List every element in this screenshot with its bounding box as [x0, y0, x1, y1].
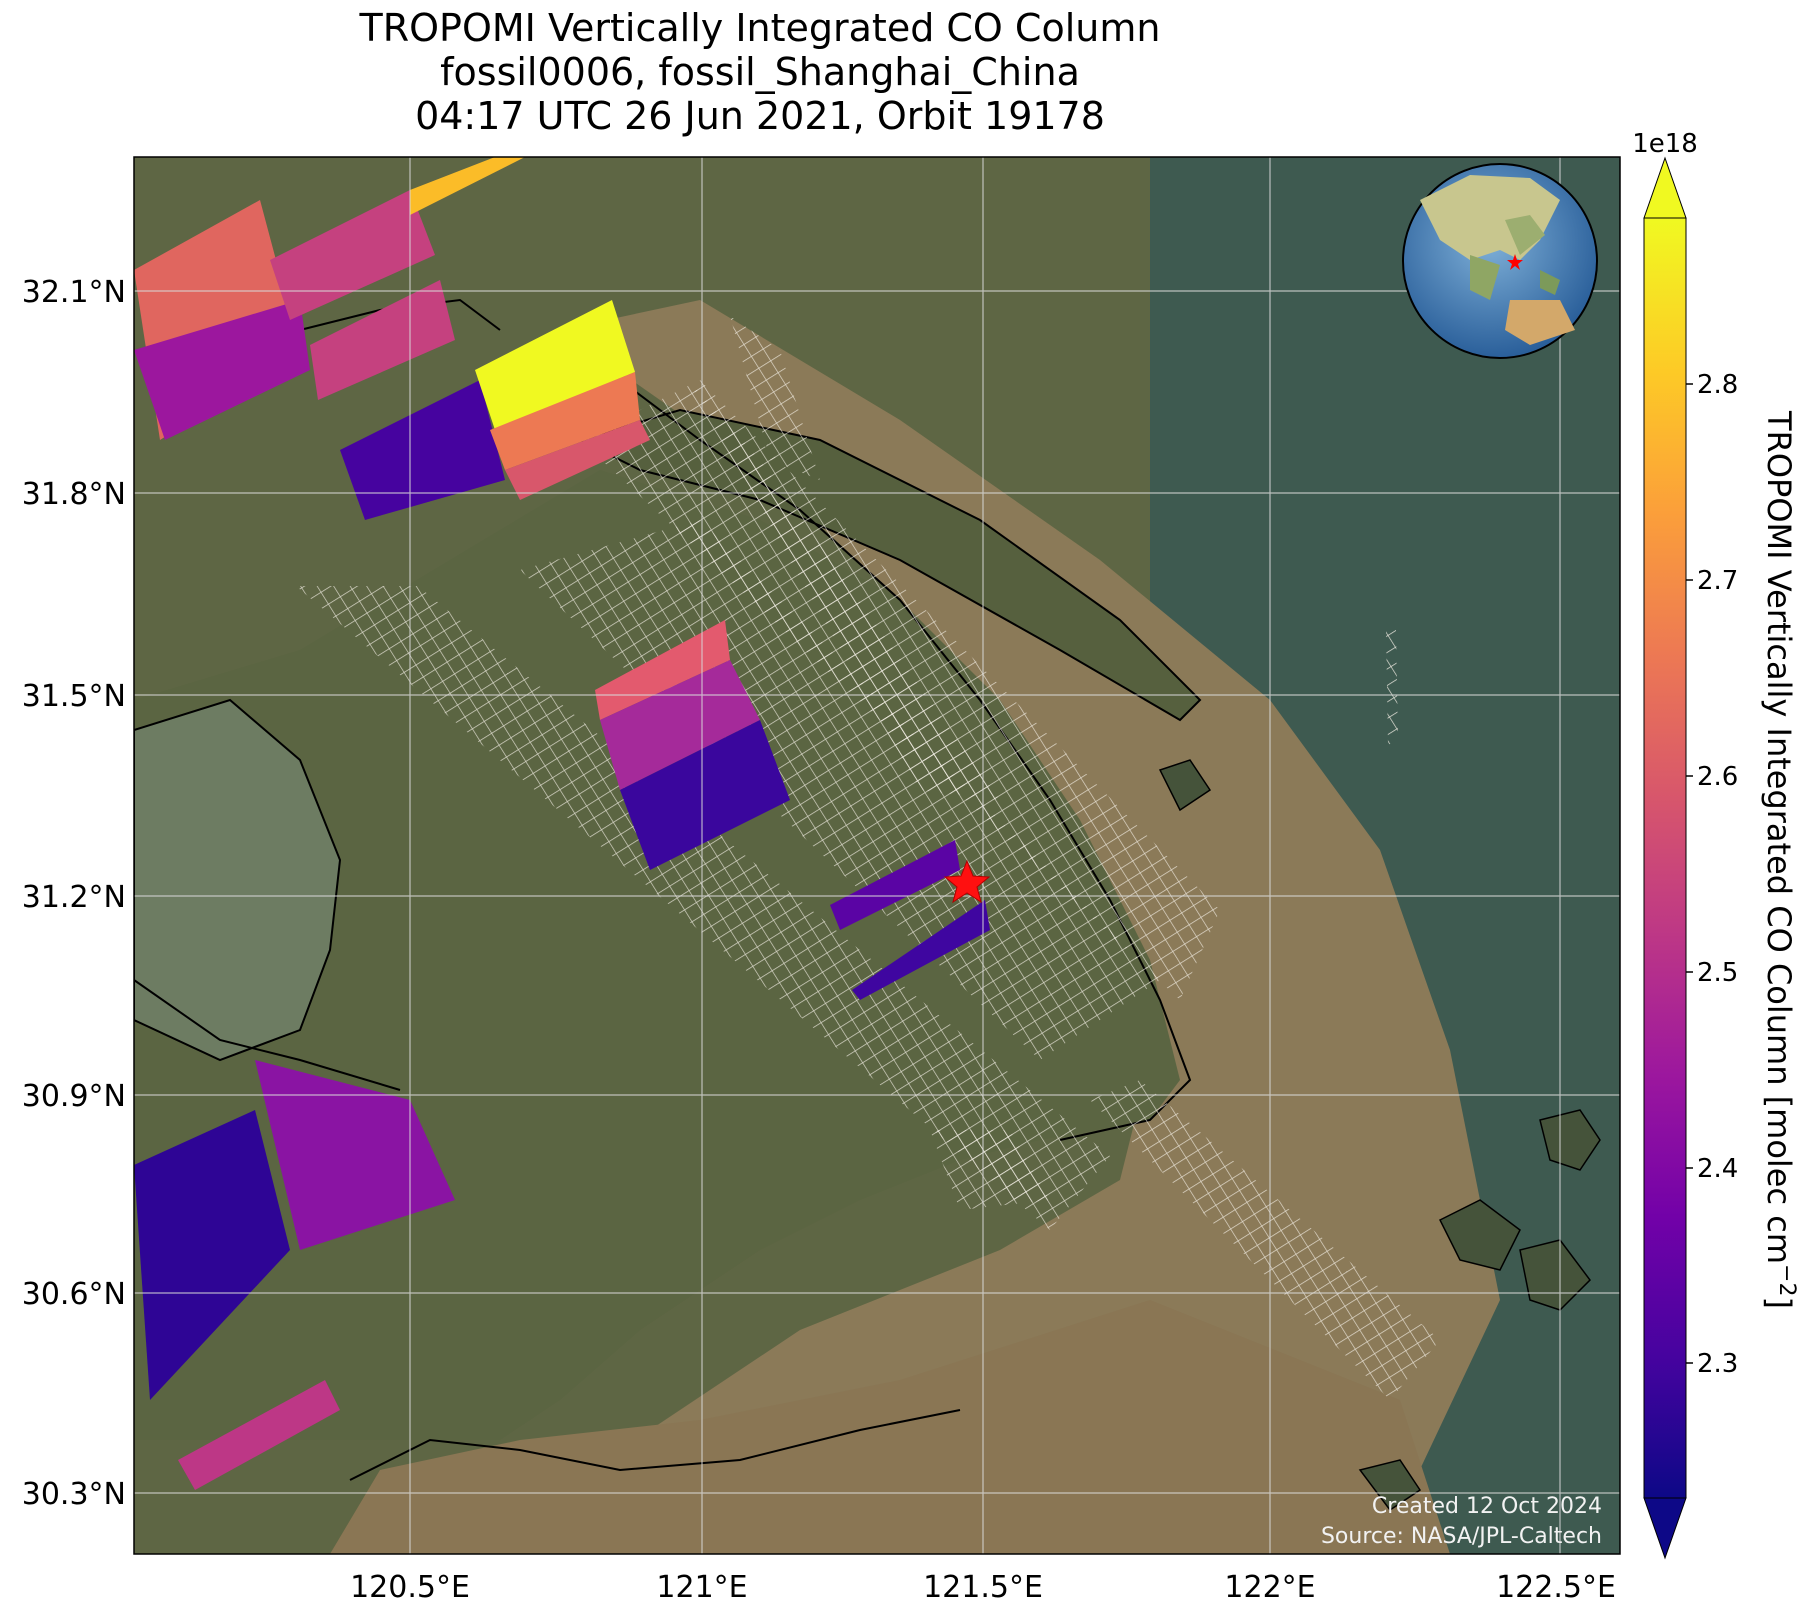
source-credit: Source: NASA/JPL-Caltech	[1321, 1524, 1602, 1549]
lat-tick: 32.1°N	[22, 275, 126, 310]
globe-star-icon	[1507, 254, 1523, 270]
lon-tick: 122°E	[1224, 1570, 1315, 1605]
lon-tick: 121.5°E	[923, 1570, 1043, 1605]
map-gridlines	[134, 157, 1620, 1554]
inset-globe	[1402, 163, 1598, 359]
lon-tick: 120.5°E	[350, 1570, 470, 1605]
lat-tick: 31.2°N	[22, 880, 126, 915]
lat-tick: 30.6°N	[22, 1277, 126, 1312]
colorbar-tick: 2.8	[1697, 370, 1738, 400]
colorbar-tick: 2.5	[1697, 958, 1738, 988]
colorbar-tick: 2.6	[1697, 762, 1738, 792]
lat-tick: 30.9°N	[22, 1079, 126, 1114]
colorbar-tick: 2.3	[1697, 1349, 1738, 1379]
map-frame	[133, 156, 1621, 1555]
colorbar-multiplier: 1e18	[1632, 129, 1698, 159]
lon-tick: 122.5°E	[1496, 1570, 1616, 1605]
lat-tick: 31.8°N	[22, 477, 126, 512]
title-line-2: fossil0006, fossil_Shanghai_China	[440, 50, 1080, 94]
lat-tick: 31.5°N	[22, 679, 126, 714]
created-date: Created 12 Oct 2024	[1372, 1494, 1602, 1519]
colorbar-tick: 2.4	[1697, 1154, 1738, 1184]
lon-tick-labels: 120.5°E 121°E 121.5°E 122°E 122.5°E	[350, 1570, 1616, 1605]
colorbar: 1e18 2.3 2.4 2.5 2.6 2.7 2.8 TROPOMI Ver…	[1632, 129, 1799, 1560]
colorbar-label: TROPOMI Vertically Integrated CO Column …	[1760, 410, 1799, 1309]
colorbar-tick: 2.7	[1697, 566, 1738, 596]
title-line-1: TROPOMI Vertically Integrated CO Column	[359, 6, 1161, 50]
lat-tick: 30.3°N	[22, 1477, 126, 1512]
title-line-3: 04:17 UTC 26 Jun 2021, Orbit 19178	[415, 94, 1105, 138]
target-star-icon	[943, 859, 991, 904]
lon-tick: 121°E	[656, 1570, 747, 1605]
co-pixels	[134, 157, 990, 1490]
credits: Created 12 Oct 2024 Source: NASA/JPL-Cal…	[1321, 1494, 1602, 1549]
lat-tick-labels: 32.1°N 31.8°N 31.5°N 31.2°N 30.9°N 30.6°…	[22, 275, 126, 1512]
